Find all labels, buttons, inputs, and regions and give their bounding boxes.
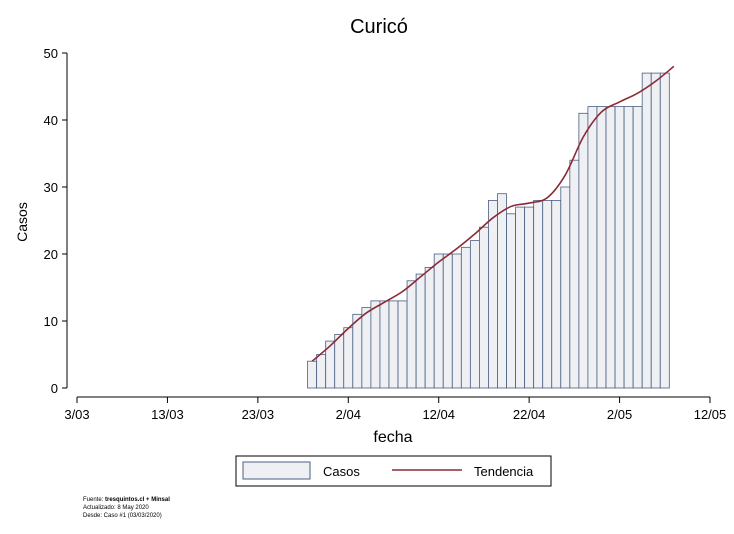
bar-casos — [641, 72, 652, 389]
bar-casos — [316, 354, 327, 389]
bar-casos — [433, 253, 444, 389]
legend-label-casos: Casos — [323, 464, 360, 479]
trend-layer — [311, 65, 675, 362]
x-tick-label: 12/05 — [694, 407, 727, 422]
x-tick-label: 23/03 — [242, 407, 275, 422]
bar-casos — [623, 106, 634, 389]
bar-casos — [388, 300, 399, 389]
bar-casos — [497, 193, 507, 389]
y-axis-label: Casos — [14, 202, 30, 242]
source-prefix: Fuente: — [83, 497, 106, 503]
y-tick-label: 20 — [44, 247, 58, 262]
x-tick-label: 2/04 — [336, 407, 361, 422]
bar-casos — [442, 253, 453, 389]
bar-casos — [650, 72, 661, 389]
axes-layer: 0 10 20 30 40 50 3/03 13/03 23/03 2/04 12/04 22/04 2… — [44, 46, 727, 422]
x-tick-label: 22/04 — [513, 407, 546, 422]
bar-casos — [596, 106, 607, 389]
x-tick-label: 13/03 — [151, 407, 184, 422]
y-tick-label: 50 — [44, 46, 58, 61]
bar-casos — [524, 206, 535, 389]
legend-swatch-casos — [242, 461, 311, 480]
bar-casos — [415, 273, 426, 389]
bar-casos — [479, 226, 489, 389]
bar-casos — [587, 106, 598, 389]
bar-casos — [361, 307, 372, 389]
x-tick-label: 2/05 — [607, 407, 632, 422]
since-note: Desde: Caso #1 (03/03/2020) — [83, 513, 162, 519]
source-name: tresquintos.cl + Minsal — [105, 497, 170, 503]
y-tick-label: 0 — [51, 381, 58, 396]
bar-casos — [397, 300, 408, 389]
y-tick-label: 40 — [44, 113, 58, 128]
y-tick-label: 10 — [44, 314, 58, 329]
bar-casos — [542, 199, 553, 389]
bar-casos — [506, 213, 516, 389]
bar-casos — [352, 313, 363, 389]
bar-casos — [533, 199, 544, 389]
bar-casos — [659, 72, 670, 389]
bar-casos — [460, 246, 471, 389]
legend: Casos Tendencia — [235, 455, 552, 487]
source-note: Fuente: tresquintos.cl + Minsal — [83, 497, 170, 503]
bar-casos — [632, 106, 643, 389]
bar-casos — [370, 300, 381, 389]
bar-casos — [406, 280, 417, 389]
bar-casos — [605, 106, 616, 389]
trend-line — [311, 65, 675, 362]
bar-casos — [515, 206, 526, 389]
bar-casos — [560, 186, 571, 389]
bars-layer — [307, 72, 670, 389]
bar-casos — [307, 360, 318, 389]
bar-casos — [334, 333, 345, 389]
bar-casos — [469, 240, 480, 389]
x-axis-label: fecha — [373, 429, 412, 446]
bar-casos — [578, 112, 589, 389]
legend-label-tendencia: Tendencia — [474, 464, 534, 479]
chart-title: Curicó — [350, 16, 408, 38]
x-tick-label: 3/03 — [64, 407, 89, 422]
bar-casos — [424, 266, 435, 389]
bar-casos — [451, 253, 462, 389]
updated-note: Actualizado: 8 May 2020 — [83, 505, 149, 511]
bar-casos — [379, 300, 390, 389]
y-tick-label: 30 — [44, 180, 58, 195]
x-tick-label: 12/04 — [422, 407, 455, 422]
bar-casos — [551, 199, 562, 389]
bar-casos — [569, 159, 580, 389]
bar-casos — [488, 199, 498, 389]
bar-casos — [614, 106, 625, 389]
bar-casos — [343, 327, 354, 389]
